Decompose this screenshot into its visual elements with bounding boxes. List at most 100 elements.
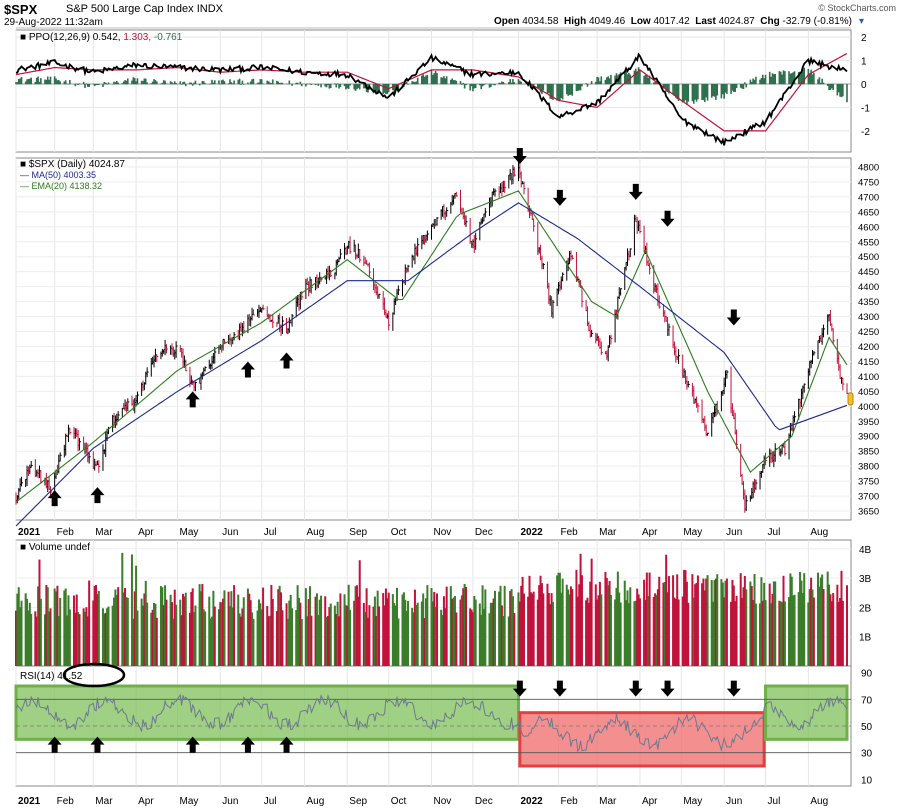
volume-bar: [49, 608, 52, 666]
ppo-histogram-bar: [271, 79, 274, 85]
volume-bar: [227, 591, 230, 666]
ppo-histogram-bar: [502, 81, 505, 85]
volume-bar: [743, 575, 746, 666]
ppo-histogram-bar: [144, 78, 147, 85]
volume-bar: [320, 595, 323, 666]
ppo-histogram-bar: [608, 78, 611, 85]
ppo-histogram-bar: [88, 83, 90, 87]
ppo-histogram-bar: [606, 77, 608, 85]
ppo-histogram-bar: [494, 83, 496, 86]
volume-bar: [550, 593, 553, 666]
ppo-histogram-bar: [570, 83, 572, 95]
volume-bar: [161, 587, 164, 666]
ppo-histogram-bar: [230, 82, 233, 85]
ppo-histogram-bar: [463, 83, 466, 89]
x-axis-label-bottom: Dec: [475, 796, 493, 807]
ppo-histogram-bar: [675, 83, 677, 98]
volume-bar: [580, 575, 583, 666]
ppo-histogram-bar: [538, 83, 540, 89]
ppo-histogram-bar: [730, 83, 732, 94]
ppo-histogram-bar: [557, 83, 560, 101]
ppo-histogram-bar: [307, 83, 310, 85]
volume-bar: [384, 588, 387, 666]
x-axis-label-top: Jul: [264, 527, 277, 538]
ppo-histogram-bar: [291, 83, 293, 86]
ppo-histogram-bar: [357, 83, 360, 88]
ppo-histogram-bar: [637, 67, 640, 85]
ppo-histogram-bar: [229, 79, 231, 85]
ppo-histogram-bar: [16, 82, 19, 85]
volume-bar: [569, 586, 572, 666]
ppo-histogram-bar: [34, 81, 37, 85]
volume-bar: [373, 596, 376, 666]
volume-bar: [78, 614, 81, 666]
ppo-histogram-bar: [95, 83, 97, 86]
ppo-histogram-bar: [782, 70, 785, 85]
volume-bar: [17, 587, 20, 666]
price-tick-label: 4750: [858, 177, 879, 188]
volume-bar: [546, 583, 549, 666]
ppo-tick-label: 2: [861, 33, 867, 44]
ppo-histogram-bar: [434, 71, 437, 85]
dropdown-caret-icon[interactable]: ▾: [858, 16, 864, 27]
open-value: 4034.58: [522, 16, 559, 27]
volume-bar: [39, 598, 42, 666]
x-axis-label-top: Apr: [642, 527, 658, 538]
volume-bar: [732, 585, 735, 666]
volume-bar: [395, 587, 398, 666]
volume-bar: [193, 612, 196, 666]
volume-bar: [789, 573, 792, 666]
volume-bar: [498, 591, 501, 666]
volume-bar: [702, 578, 705, 666]
ppo-histogram-bar: [213, 80, 216, 85]
x-axis-label-bottom: Aug: [810, 796, 828, 807]
volume-bar: [202, 609, 205, 666]
volume-bar: [768, 583, 771, 666]
x-axis-label-top: Jul: [768, 527, 781, 538]
last-label: Last: [695, 16, 716, 27]
volume-bar: [529, 592, 532, 666]
ppo-histogram-bar: [324, 83, 327, 87]
ppo-histogram-bar: [501, 81, 503, 85]
volume-bar: [460, 595, 463, 666]
volume-bar: [724, 580, 727, 666]
ppo-histogram-bar: [770, 76, 772, 85]
rsi-down-arrow-icon: [512, 680, 527, 697]
volume-bar: [571, 589, 574, 666]
ppo-histogram-bar: [686, 83, 688, 105]
ppo-histogram-bar: [277, 81, 280, 85]
ppo-histogram-bar: [594, 81, 597, 85]
price-tick-label: 3900: [858, 432, 879, 443]
ppo-histogram-bar: [38, 81, 41, 85]
volume-bar: [687, 602, 690, 666]
volume-bar: [355, 585, 358, 666]
ppo-histogram-bar: [818, 77, 821, 85]
ppo-histogram-bar: [193, 82, 195, 85]
volume-bar: [217, 609, 220, 666]
ppo-histogram-bar: [768, 71, 771, 85]
x-axis-label-top: Aug: [810, 527, 828, 538]
volume-bar: [433, 592, 436, 666]
volume-bar: [38, 559, 41, 666]
volume-bar: [364, 611, 367, 666]
volume-bar: [55, 591, 58, 666]
volume-bar: [763, 582, 766, 666]
volume-bar: [402, 592, 405, 666]
ppo-histogram-bar: [799, 71, 801, 85]
rsi-zone-green: [764, 684, 849, 741]
ppo-histogram-bar: [231, 83, 234, 85]
x-axis-label-bottom: Apr: [642, 796, 658, 807]
ppo-histogram-bar: [325, 83, 328, 88]
volume-bar: [692, 597, 695, 666]
ppo-histogram-bar: [237, 79, 240, 85]
ppo-histogram-bar: [633, 70, 636, 85]
volume-bar: [677, 599, 680, 666]
ppo-histogram-bar: [26, 79, 28, 85]
volume-bar: [442, 596, 445, 666]
ppo-histogram-bar: [577, 83, 579, 91]
ppo-histogram-bar: [426, 74, 429, 85]
volume-bar: [471, 612, 474, 666]
volume-bar: [539, 575, 542, 666]
ppo-histogram-bar: [240, 83, 242, 85]
ppo-histogram-bar: [143, 78, 146, 85]
